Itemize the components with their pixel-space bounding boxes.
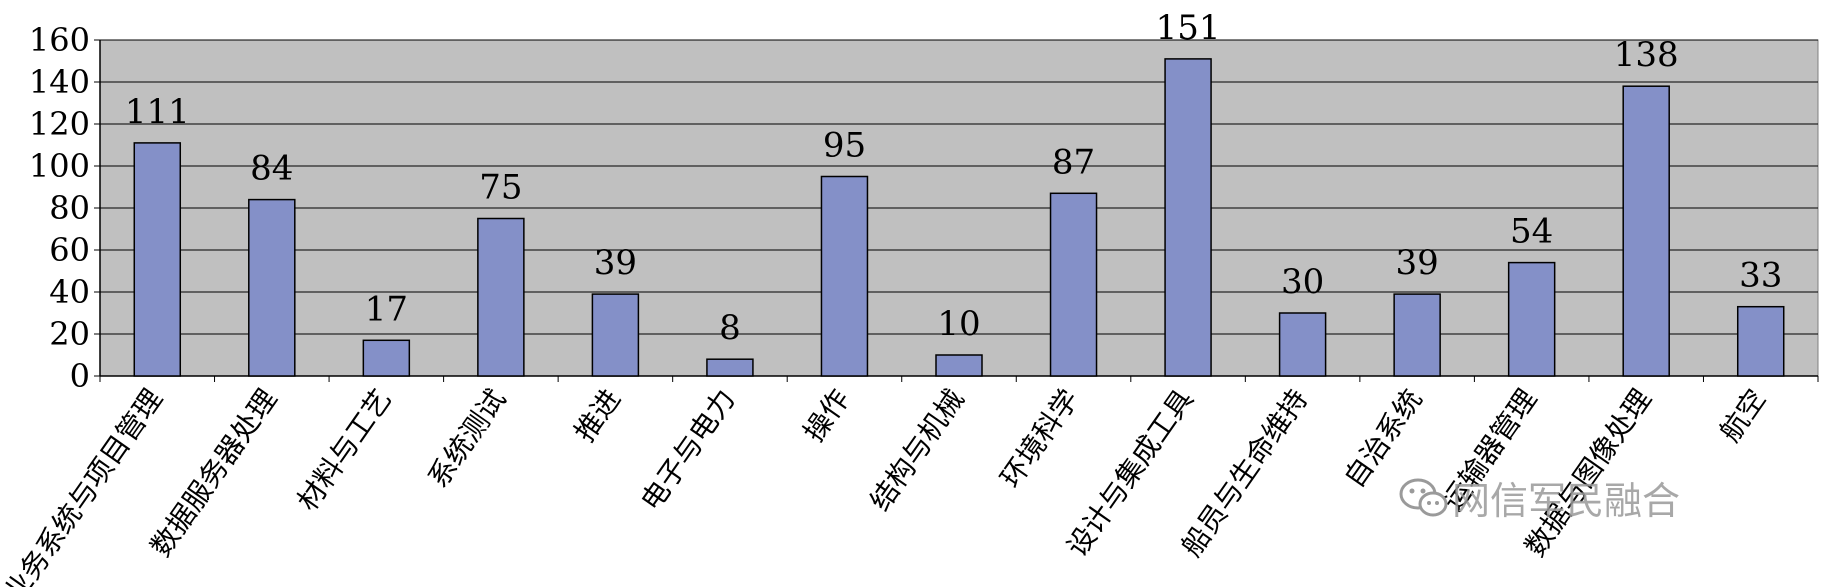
y-tick-label: 40 [49, 273, 90, 311]
bar [1507, 261, 1556, 377]
y-tick-label: 120 [29, 105, 90, 143]
data-label: 111 [125, 92, 190, 132]
category-label: 数据与图像处理 [1518, 383, 1657, 562]
bar [1622, 85, 1670, 377]
data-labels: 111 84 17 75 39 8 95 10 87 151 30 39 54 138 33 [125, 8, 1783, 348]
bar [1736, 305, 1785, 377]
y-tick-label: 0 [70, 357, 90, 395]
bar [248, 198, 296, 377]
data-label: 75 [479, 168, 522, 208]
y-tick-label: 20 [49, 315, 90, 353]
y-tick-label: 140 [29, 63, 90, 101]
bar [133, 142, 182, 377]
category-label: 船员与生命维持 [1175, 383, 1314, 562]
category-label: 电子与电力 [634, 383, 741, 517]
bar [1278, 312, 1327, 377]
y-tick-label: 160 [29, 21, 90, 59]
data-label: 151 [1156, 8, 1221, 48]
wechat-icon [1399, 478, 1448, 517]
data-label: 30 [1281, 262, 1324, 302]
bar [820, 175, 869, 377]
category-label: 结构与机械 [863, 383, 970, 517]
data-label: 8 [719, 308, 741, 348]
bar [935, 354, 983, 377]
category-label: 业务系统与项目管理 [0, 383, 169, 587]
bar [706, 358, 754, 377]
category-label: 材料与工艺 [291, 383, 398, 517]
data-label: 17 [365, 289, 408, 329]
bar [1164, 58, 1212, 377]
watermark-text: 网信军民融合 [1452, 479, 1680, 523]
bars [133, 58, 1785, 377]
data-label: 39 [594, 243, 637, 283]
data-label: 87 [1052, 142, 1095, 182]
category-label: 航空 [1713, 383, 1772, 448]
category-label: 自治系统 [1338, 383, 1429, 494]
data-label: 10 [937, 304, 980, 344]
data-label: 54 [1510, 212, 1553, 252]
watermark: 网信军民融合 [1399, 478, 1680, 523]
y-tick-label: 80 [49, 189, 90, 227]
category-label: 设计与集成工具 [1060, 383, 1199, 562]
y-tick-label: 60 [49, 231, 90, 269]
category-label: 推进 [568, 383, 627, 448]
y-tick-label: 100 [29, 147, 90, 185]
category-label: 操作 [797, 383, 856, 448]
category-label: 环境科学 [994, 383, 1085, 494]
data-label: 39 [1396, 243, 1439, 283]
category-label: 系统测试 [421, 383, 512, 494]
bar [362, 339, 411, 377]
bar [1049, 192, 1098, 377]
data-label: 138 [1614, 35, 1679, 75]
bar [591, 293, 640, 377]
data-label: 33 [1739, 256, 1782, 296]
bar [1393, 293, 1441, 377]
category-label: 数据服务器处理 [144, 383, 283, 562]
data-label: 95 [823, 126, 866, 166]
bar [477, 217, 525, 377]
axes: 0 20 40 60 80 100 120 140 160 [29, 21, 1819, 395]
data-label: 84 [250, 149, 293, 189]
